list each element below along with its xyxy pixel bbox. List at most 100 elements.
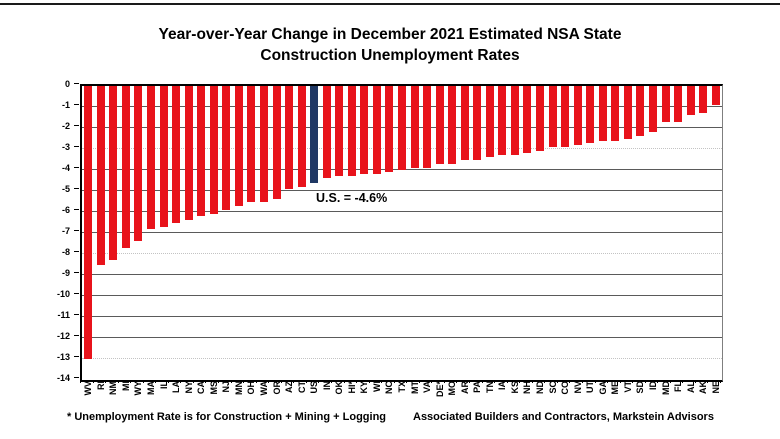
bar-sc [548, 86, 557, 147]
y-axis-tick [74, 272, 79, 273]
x-axis-label-va: VA [422, 381, 433, 393]
footnote: * Unemployment Rate is for Construction … [67, 411, 387, 423]
x-axis-label-pa: PA [472, 381, 483, 393]
bar-fl [674, 86, 683, 122]
x-axis-tick [619, 380, 621, 383]
x-axis-label-wv: WV [83, 381, 94, 396]
x-axis-label-ky: KY [359, 381, 370, 394]
top-divider [0, 3, 780, 5]
bar-nv [573, 86, 582, 145]
x-axis-tick [494, 380, 496, 383]
y-axis-tick [74, 104, 79, 105]
x-axis-tick [707, 380, 709, 383]
bar-in [322, 86, 331, 179]
bar-nm [109, 86, 118, 261]
x-axis-tick [531, 380, 533, 383]
bar-tn [485, 86, 494, 158]
bar-mt [410, 86, 419, 168]
y-axis-label: 0 [64, 79, 70, 89]
x-axis-tick [431, 380, 433, 383]
x-axis-tick [569, 380, 571, 383]
x-axis-label-vt: VT [622, 381, 633, 393]
y-axis-label: -1 [61, 100, 70, 110]
x-axis-label-nm: NM [108, 381, 119, 395]
gridline--9 [82, 274, 722, 275]
bar-ok [335, 86, 344, 177]
bar-md [661, 86, 670, 122]
bar-nc [385, 86, 394, 173]
x-axis-label-ga: GA [597, 381, 608, 395]
x-axis-tick [406, 380, 408, 383]
x-axis-label-nd: ND [535, 381, 546, 394]
bar-ga [598, 86, 607, 141]
bar-vt [623, 86, 632, 139]
bar-ut [586, 86, 595, 143]
x-axis-tick [657, 380, 659, 383]
x-axis-tick [393, 380, 395, 383]
bar-ct [297, 86, 306, 187]
y-axis-label: -11 [57, 310, 70, 320]
bar-or [272, 86, 281, 200]
bar-me [611, 86, 620, 141]
x-axis-tick [443, 380, 445, 383]
bar-us [310, 86, 319, 183]
plot-area [80, 84, 723, 382]
y-axis-tick [74, 356, 79, 357]
x-axis-label-us: US [309, 381, 320, 394]
chart-title-line2: Construction Unemployment Rates [260, 47, 520, 64]
x-axis-label-al: AL [685, 381, 696, 393]
bar-co [561, 86, 570, 147]
x-axis-label-nj: NJ [221, 381, 232, 393]
x-axis-tick [92, 380, 94, 383]
x-axis-tick [318, 380, 320, 383]
x-axis-label-mn: MN [233, 381, 244, 395]
x-axis-label-ia: IA [497, 381, 508, 390]
bar-wi [372, 86, 381, 175]
y-axis-label: -2 [61, 121, 70, 131]
x-axis-label-ma: MA [146, 381, 157, 395]
x-axis-label-ca: CA [196, 381, 207, 394]
x-axis-tick [481, 380, 483, 383]
bar-sd [636, 86, 645, 137]
y-axis-tick [74, 335, 79, 336]
x-axis-tick [167, 380, 169, 383]
gridline--13 [82, 358, 722, 359]
y-axis-tick [74, 230, 79, 231]
x-axis-tick [644, 380, 646, 383]
bar-de [435, 86, 444, 164]
y-axis-label: -5 [61, 184, 70, 194]
x-axis-tick [720, 380, 721, 383]
bar-ca [197, 86, 206, 217]
bar-ar [460, 86, 469, 160]
bar-wy [134, 86, 143, 242]
bar-hi [347, 86, 356, 177]
x-axis-tick [456, 380, 458, 383]
bar-az [285, 86, 294, 189]
bar-wa [259, 86, 268, 202]
gridline--11 [82, 316, 722, 317]
y-axis-label: -10 [56, 289, 70, 299]
bar-ri [96, 86, 105, 265]
x-axis-label-wy: WY [133, 381, 144, 396]
y-axis-tick [74, 146, 79, 147]
y-axis-label: -4 [61, 163, 70, 173]
bar-ia [498, 86, 507, 156]
y-axis-tick [74, 83, 79, 84]
bar-id [648, 86, 657, 133]
y-axis-tick [74, 209, 79, 210]
x-axis-tick [556, 380, 558, 383]
x-axis-label-ne: NE [710, 381, 721, 394]
x-axis-label-tx: TX [397, 381, 407, 393]
x-axis-tick [594, 380, 596, 383]
x-axis-label-de: DE* [434, 381, 445, 398]
x-axis-label-ks: KS [509, 381, 520, 394]
x-axis-label-or: OR [271, 381, 282, 395]
y-axis-tick [74, 293, 79, 294]
bar-la [172, 86, 181, 223]
x-axis-tick [607, 380, 609, 383]
gridline--10 [82, 295, 722, 296]
bar-nd [536, 86, 545, 152]
source-credit: Associated Builders and Contractors, Mar… [413, 411, 714, 423]
gridline--8 [82, 253, 722, 254]
